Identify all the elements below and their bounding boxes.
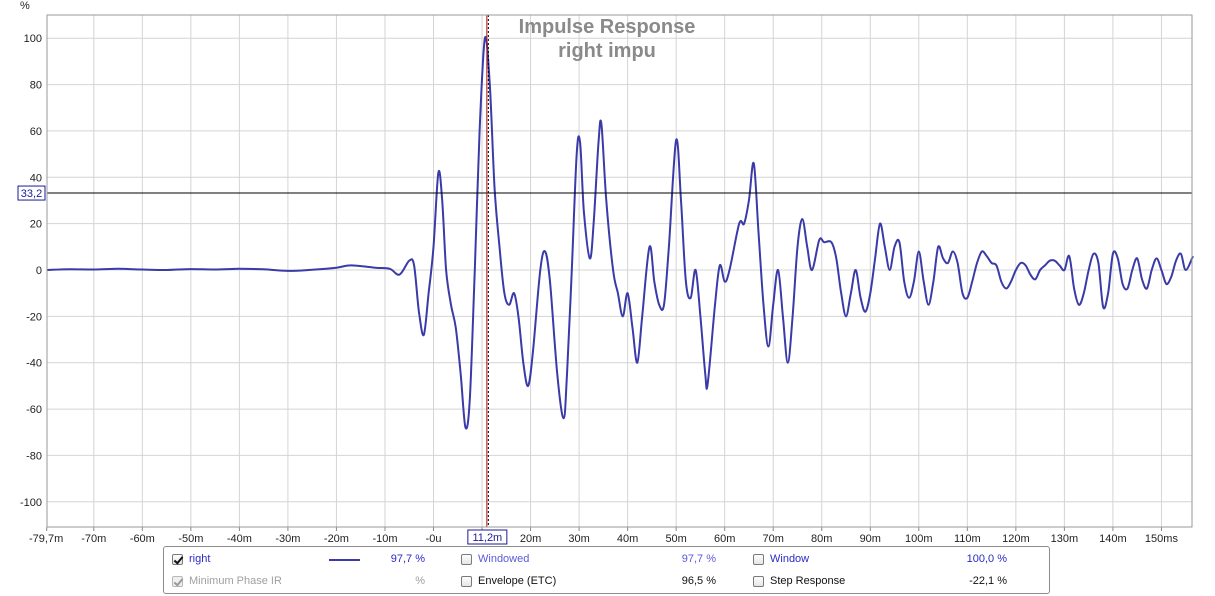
- x-tick-label: -40m: [227, 533, 252, 545]
- x-tick-label: 40m: [617, 533, 638, 545]
- x-tick-label: -0u: [426, 533, 442, 545]
- series-line-right: [46, 35, 1194, 430]
- y-axis-ticks: 100 80 60 40 20 0 -20 -40 -60 -80 -100: [20, 33, 42, 509]
- y-tick-label: 0: [36, 265, 42, 277]
- y-tick-label: -40: [26, 358, 42, 370]
- x-tick-label: 110m: [954, 533, 981, 545]
- y-axis-label: %: [20, 0, 30, 12]
- y-tick-label: -100: [20, 497, 42, 509]
- x-tick-label: 100m: [905, 533, 933, 545]
- cursor-y-readout-box: [17, 185, 46, 201]
- x-tick-label: -79,7m: [29, 533, 63, 545]
- x-axis-ticks: -79,7m -70m -60m -50m -40m -30m -20m -10m -0u 20m…: [29, 533, 1178, 545]
- x-tick-label: 30m: [568, 533, 589, 545]
- legend-panel: right 97,7 % Windowed 97,7 % Window 100,0 % Mi…: [163, 546, 1050, 594]
- cursor[interactable]: 33,2 11,2m: [17, 15, 1192, 545]
- x-tick-label: 70m: [763, 533, 784, 545]
- checkbox: [172, 575, 183, 587]
- cursor-x-readout: 11,2m: [472, 532, 502, 544]
- legend-label: Envelope (ETC): [478, 575, 557, 587]
- x-tick-label: -10m: [372, 533, 397, 545]
- x-tick-label: 90m: [860, 533, 881, 545]
- chart-subtitle: right impu: [558, 40, 656, 62]
- checkbox[interactable]: [753, 575, 764, 587]
- legend-label: Step Response: [770, 575, 846, 587]
- x-tick-label: 140m: [1099, 533, 1127, 545]
- y-tick-label: -60: [26, 404, 42, 416]
- chart-title: Impulse Response: [519, 16, 696, 38]
- legend-label: Minimum Phase IR: [189, 575, 282, 587]
- x-tick-label: 130m: [1051, 533, 1079, 545]
- y-tick-label: 100: [24, 33, 42, 45]
- legend-item-minimum-phase-ir: Minimum Phase IR: [172, 573, 282, 589]
- y-tick-label: 40: [30, 172, 42, 184]
- x-tick-label: -50m: [178, 533, 203, 545]
- x-tick-label: 80m: [811, 533, 832, 545]
- x-tick-label: 50m: [665, 533, 686, 545]
- legend-label: right: [189, 553, 211, 565]
- x-tick-label: 150ms: [1145, 533, 1179, 545]
- y-tick-label: -20: [26, 311, 42, 323]
- x-tick-label: -70m: [81, 533, 106, 545]
- legend-value: 100,0 %: [966, 553, 1007, 565]
- legend-label: Windowed: [478, 553, 530, 565]
- y-tick-label: 60: [30, 126, 42, 138]
- legend-value: 97,7 %: [681, 553, 716, 565]
- grid-lines: [46, 15, 1192, 531]
- x-tick-label: 120m: [1002, 533, 1030, 545]
- legend-label: Window: [770, 553, 810, 565]
- checkbox[interactable]: [753, 553, 764, 565]
- x-tick-label: -60m: [130, 533, 155, 545]
- legend-value: 96,5 %: [681, 575, 716, 587]
- series-layer: [46, 35, 1194, 430]
- cursor-y-readout: 33,2: [21, 188, 42, 200]
- checkbox[interactable]: [461, 575, 472, 587]
- x-tick-label: 60m: [714, 533, 735, 545]
- legend-value: %: [415, 575, 425, 587]
- legend-swatch: [329, 559, 360, 561]
- legend-value: 97,7 %: [390, 553, 425, 565]
- legend-item-window[interactable]: Window: [753, 551, 809, 567]
- y-tick-label: -80: [26, 450, 42, 462]
- plot-frame: [46, 14, 1193, 528]
- x-tick-label: -30m: [275, 533, 300, 545]
- cursor-x-readout-box: [467, 529, 508, 545]
- y-tick-label: 20: [30, 219, 42, 231]
- legend-item-envelope-etc[interactable]: Envelope (ETC): [461, 573, 556, 589]
- checkbox[interactable]: [172, 553, 183, 565]
- x-tick-label: -20m: [324, 533, 349, 545]
- legend-item-right[interactable]: right: [172, 551, 210, 567]
- legend-item-windowed[interactable]: Windowed: [461, 551, 529, 567]
- legend-item-step-response[interactable]: Step Response: [753, 573, 845, 589]
- x-tick-label: 20m: [520, 533, 541, 545]
- checkbox[interactable]: [461, 553, 472, 565]
- y-tick-label: 80: [30, 80, 42, 92]
- legend-value: -22,1 %: [969, 575, 1007, 587]
